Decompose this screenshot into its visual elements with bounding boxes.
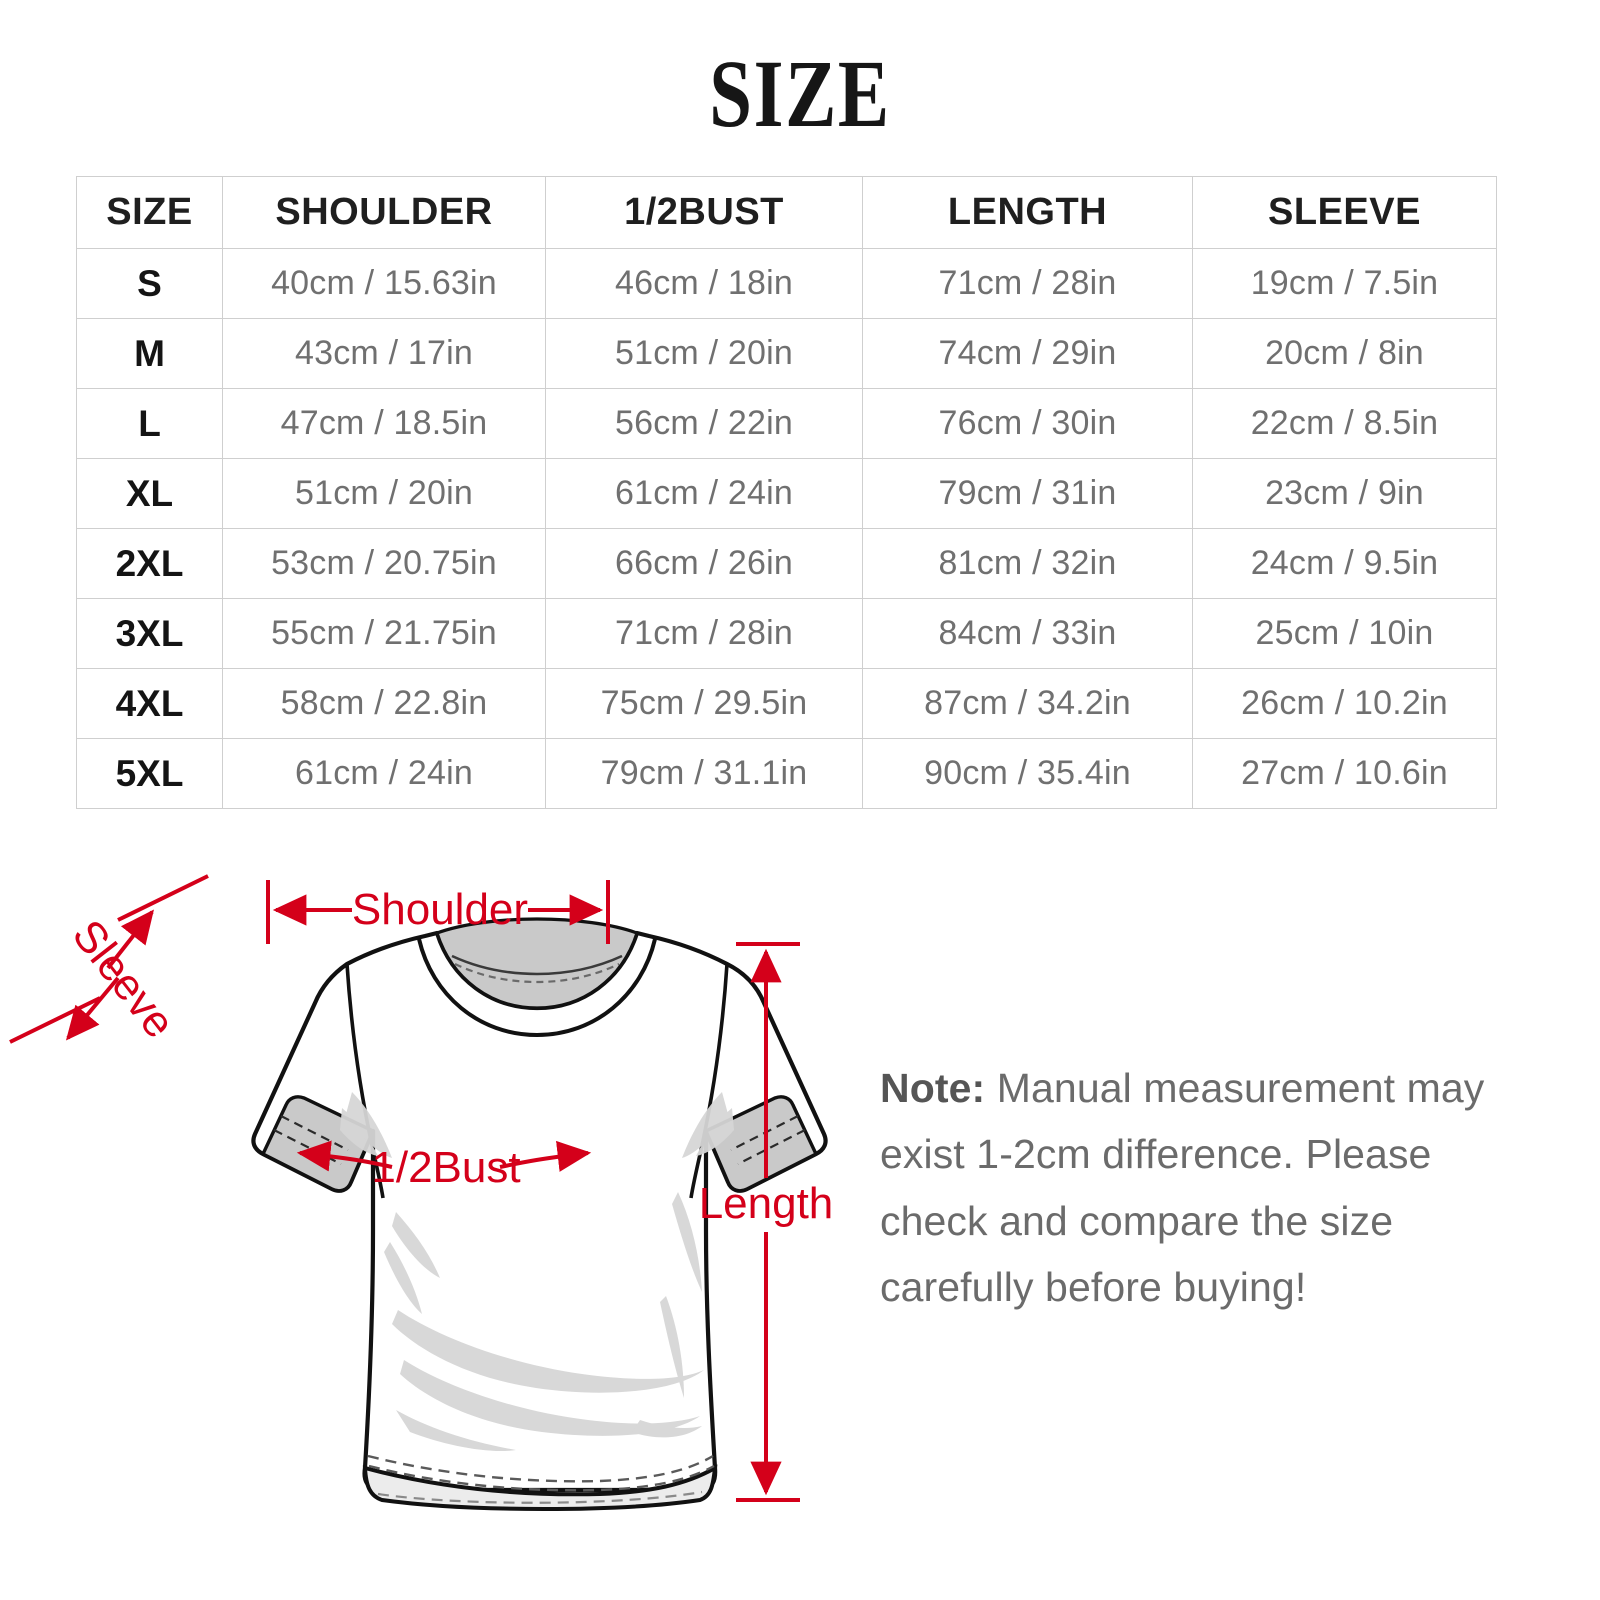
cell-bust: 51cm / 20in — [545, 318, 863, 389]
table-row: 3XL 55cm / 21.75in 71cm / 28in 84cm / 33… — [76, 598, 1497, 669]
cell-size: 4XL — [76, 668, 223, 739]
cell-shoulder: 47cm / 18.5in — [222, 388, 546, 459]
cell-sleeve: 26cm / 10.2in — [1192, 668, 1497, 739]
sleeve-tick-upper — [117, 874, 209, 922]
bust-arrow-right — [499, 1140, 592, 1172]
column-header-sleeve: SLEEVE — [1192, 176, 1497, 249]
table-row: L 47cm / 18.5in 56cm / 22in 76cm / 30in … — [76, 388, 1497, 459]
cell-length: 71cm / 28in — [862, 248, 1193, 319]
cell-bust: 66cm / 26in — [545, 528, 863, 599]
cell-size: XL — [76, 458, 223, 529]
tshirt-collar-rib-inner — [454, 963, 620, 984]
cell-size: S — [76, 248, 223, 319]
tshirt-hem-stitch-bottom — [377, 1490, 703, 1504]
cell-size: L — [76, 388, 223, 459]
cell-bust: 79cm / 31.1in — [545, 738, 863, 809]
cell-sleeve: 20cm / 8in — [1192, 318, 1497, 389]
bust-arrow-left — [296, 1140, 393, 1172]
tshirt-hem-stitch-outer — [367, 1454, 714, 1483]
table-row: 2XL 53cm / 20.75in 66cm / 26in 81cm / 32… — [76, 528, 1497, 599]
tshirt-collar-rib — [451, 954, 623, 976]
cell-length: 90cm / 35.4in — [862, 738, 1193, 809]
sleeve-measure-group: Sleeve — [9, 874, 209, 1047]
cell-shoulder: 53cm / 20.75in — [222, 528, 546, 599]
sleeve-arrow-lower — [65, 976, 120, 1041]
length-label: Length — [699, 1179, 834, 1228]
size-chart-table-container: SIZE SHOULDER 1/2BUST LENGTH SLEEVE S 40… — [76, 176, 1497, 809]
page-title: SIZE — [709, 40, 891, 147]
cell-length: 76cm / 30in — [862, 388, 1193, 459]
note-block: Note: Manual measurement may exist 1-2cm… — [880, 1055, 1500, 1321]
cell-length: 87cm / 34.2in — [862, 668, 1193, 739]
bust-label: 1/2Bust — [371, 1143, 520, 1192]
table-row: 5XL 61cm / 24in 79cm / 31.1in 90cm / 35.… — [76, 738, 1497, 809]
cell-bust: 71cm / 28in — [545, 598, 863, 669]
table-header-row: SIZE SHOULDER 1/2BUST LENGTH SLEEVE — [76, 176, 1497, 249]
shoulder-measure-group: Shoulder — [266, 880, 610, 944]
sleeve-tick-lower — [9, 996, 101, 1044]
cell-bust: 56cm / 22in — [545, 388, 863, 459]
tshirt-left-cuff-stitch-1 — [280, 1115, 349, 1151]
cell-shoulder: 55cm / 21.75in — [222, 598, 546, 669]
cell-sleeve: 25cm / 10in — [1192, 598, 1497, 669]
cell-size: M — [76, 318, 223, 389]
cell-shoulder: 40cm / 15.63in — [222, 248, 546, 319]
cell-bust: 46cm / 18in — [545, 248, 863, 319]
size-chart-table: SIZE SHOULDER 1/2BUST LENGTH SLEEVE S 40… — [76, 176, 1497, 809]
table-row: M 43cm / 17in 51cm / 20in 74cm / 29in 20… — [76, 318, 1497, 389]
cell-sleeve: 22cm / 8.5in — [1192, 388, 1497, 459]
tshirt-hem-stitch-inner — [368, 1464, 715, 1492]
bust-measure-group: 1/2Bust — [296, 1140, 592, 1192]
cell-shoulder: 61cm / 24in — [222, 738, 546, 809]
column-header-size: SIZE — [76, 176, 223, 249]
tshirt-inner-neck — [435, 917, 639, 1010]
length-measure-group: Length — [699, 942, 834, 1502]
column-header-length: LENGTH — [862, 176, 1193, 249]
column-header-shoulder: SHOULDER — [222, 176, 546, 249]
shoulder-label: Shoulder — [352, 885, 528, 934]
cell-length: 84cm / 33in — [862, 598, 1193, 669]
note-label: Note: — [880, 1065, 986, 1111]
cell-shoulder: 43cm / 17in — [222, 318, 546, 389]
cell-size: 2XL — [76, 528, 223, 599]
table-row: XL 51cm / 20in 61cm / 24in 79cm / 31in 2… — [76, 458, 1497, 529]
cell-shoulder: 51cm / 20in — [222, 458, 546, 529]
cell-sleeve: 19cm / 7.5in — [1192, 248, 1497, 319]
cell-size: 5XL — [76, 738, 223, 809]
cell-length: 81cm / 32in — [862, 528, 1193, 599]
cell-shoulder: 58cm / 22.8in — [222, 668, 546, 739]
cell-sleeve: 23cm / 9in — [1192, 458, 1497, 529]
table-row: 4XL 58cm / 22.8in 75cm / 29.5in 87cm / 3… — [76, 668, 1497, 739]
tshirt-fabric-shading — [340, 1092, 734, 1452]
tshirt-right-cuff-stitch-2 — [737, 1129, 806, 1165]
column-header-bust: 1/2BUST — [545, 176, 863, 249]
sleeve-arrow-upper — [106, 909, 154, 970]
cell-sleeve: 24cm / 9.5in — [1192, 528, 1497, 599]
table-row: S 40cm / 15.63in 46cm / 18in 71cm / 28in… — [76, 248, 1497, 319]
sleeve-label: Sleeve — [63, 911, 184, 1047]
tshirt-bottom-hem-band — [362, 1464, 718, 1511]
cell-length: 74cm / 29in — [862, 318, 1193, 389]
cell-sleeve: 27cm / 10.6in — [1192, 738, 1497, 809]
measurement-diagram: Shoulder Sleeve 1/2Bust Length — [0, 840, 1600, 1600]
tshirt-collar-edge — [417, 938, 657, 1038]
tshirt-illustration — [251, 917, 828, 1511]
note-text: Manual measurement may exist 1-2cm diffe… — [880, 1065, 1485, 1311]
cell-length: 79cm / 31in — [862, 458, 1193, 529]
cell-size: 3XL — [76, 598, 223, 669]
cell-bust: 61cm / 24in — [545, 458, 863, 529]
cell-bust: 75cm / 29.5in — [545, 668, 863, 739]
